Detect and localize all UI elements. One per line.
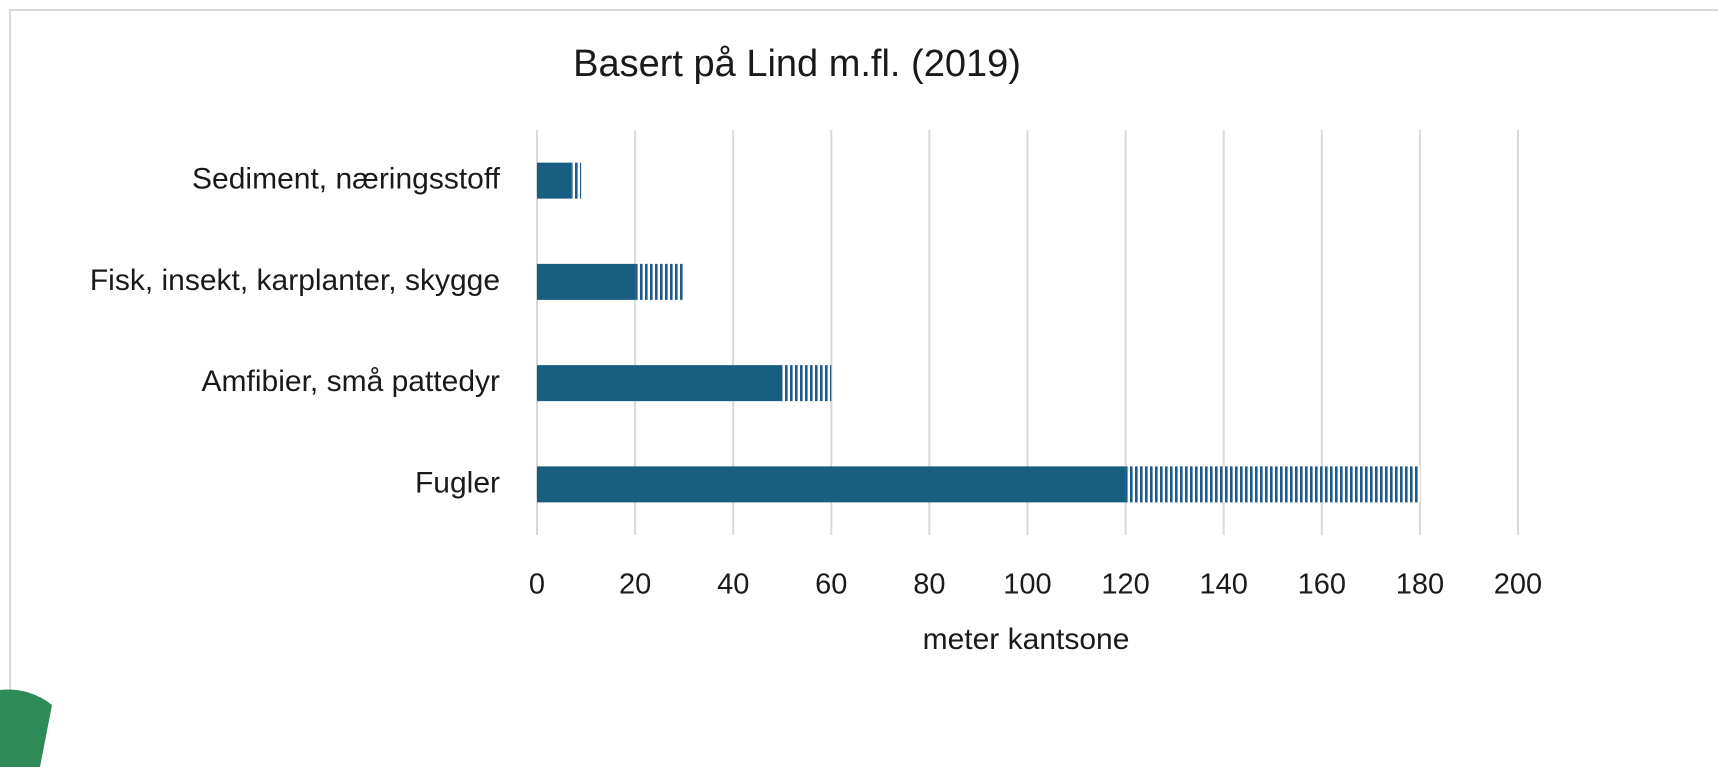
x-axis-label: meter kantsone	[923, 623, 1130, 656]
logo	[0, 689, 52, 767]
x-tick-label: 0	[529, 569, 545, 601]
x-tick-label: 120	[1101, 569, 1149, 601]
x-tick-label: 80	[913, 569, 945, 601]
x-tick-label: 140	[1200, 569, 1248, 601]
bar-segment	[782, 365, 832, 402]
bar-segment	[1125, 466, 1420, 503]
x-tick-label: 40	[717, 569, 749, 601]
chart-title: Basert på Lind m.fl. (2019)	[573, 43, 1021, 85]
x-tick-label: 100	[1003, 569, 1051, 601]
x-tick-label: 20	[619, 569, 651, 601]
chart-frame	[9, 9, 1718, 767]
y-tick-label: Amfibier, små pattedyr	[202, 365, 500, 398]
x-tick-label: 60	[815, 569, 847, 601]
bar-segment	[571, 162, 582, 199]
bar-segment	[537, 365, 783, 402]
x-tick-label: 180	[1396, 569, 1444, 601]
y-tick-label: Fugler	[415, 466, 500, 499]
bar-segment	[537, 162, 572, 199]
y-tick-label: Fisk, insekt, karplanter, skygge	[90, 264, 500, 297]
bar-segment	[537, 466, 1126, 503]
bar-segment	[635, 263, 685, 300]
y-tick-label: Sediment, næringsstoff	[192, 163, 501, 196]
x-tick-label: 160	[1298, 569, 1346, 601]
bar-segment	[537, 263, 636, 300]
x-tick-label: 200	[1494, 569, 1542, 601]
